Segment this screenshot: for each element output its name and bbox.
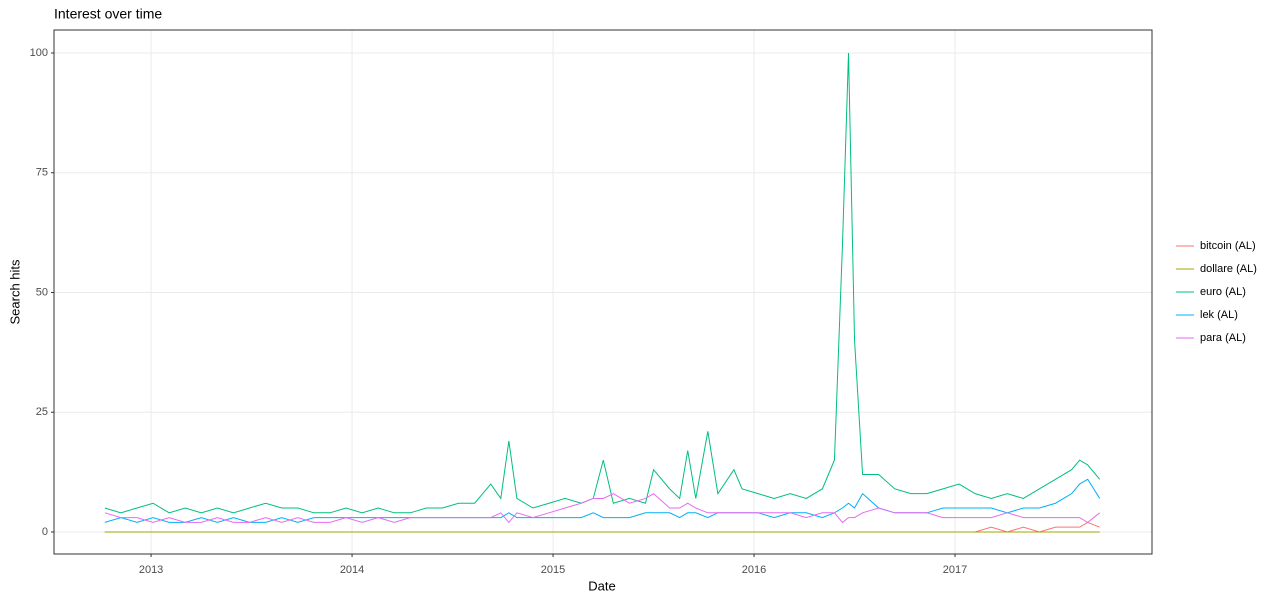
y-tick-label: 25 — [36, 406, 48, 418]
y-tick-label: 100 — [30, 47, 48, 59]
x-tick-label: 2014 — [340, 564, 364, 576]
x-tick-label: 2015 — [541, 564, 565, 576]
series-line — [104, 52, 1101, 514]
x-axis-title: Date — [588, 578, 615, 593]
x-tick-label: 2017 — [943, 564, 967, 576]
legend-label: euro (AL) — [1200, 286, 1246, 298]
legend-label: dollare (AL) — [1200, 263, 1257, 275]
series-line — [104, 493, 1101, 524]
y-tick-label: 50 — [36, 286, 48, 298]
legend-label: para (AL) — [1200, 332, 1246, 344]
chart-title: Interest over time — [54, 6, 162, 22]
series-line — [104, 478, 1101, 523]
legend-label: bitcoin (AL) — [1200, 240, 1256, 252]
y-tick-label: 0 — [42, 526, 48, 538]
series-line — [104, 521, 1100, 533]
y-tick-label: 75 — [36, 167, 48, 179]
legend-label: lek (AL) — [1200, 309, 1238, 321]
x-tick-label: 2016 — [742, 564, 766, 576]
x-tick-label: 2013 — [139, 564, 163, 576]
panel-border — [53, 29, 1153, 555]
y-axis-title: Search hits — [7, 259, 22, 325]
